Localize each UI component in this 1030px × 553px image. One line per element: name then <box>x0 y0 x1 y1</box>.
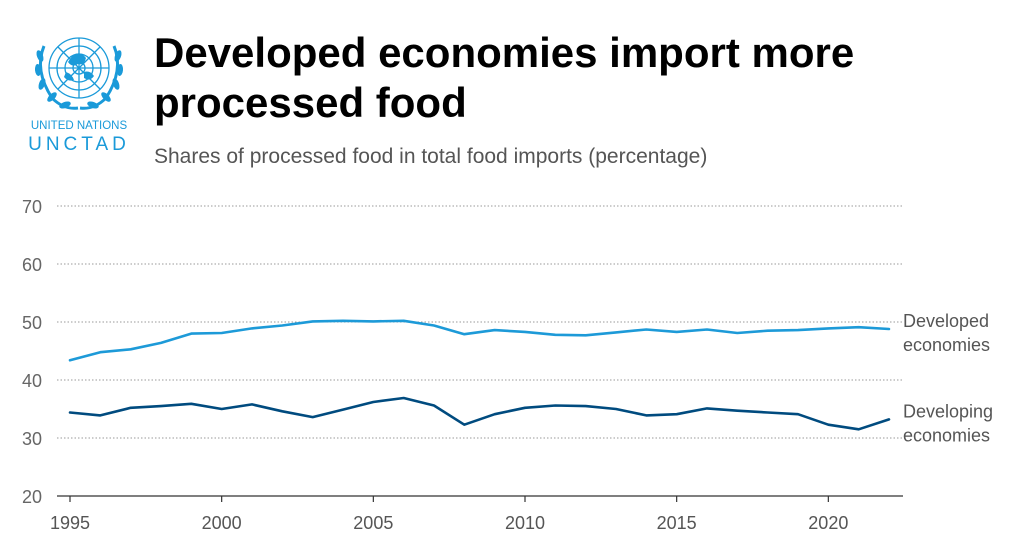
y-tick-label: 20 <box>22 487 42 507</box>
logo-org-name: UNITED NATIONS <box>30 120 128 132</box>
x-tick-label: 1995 <box>50 513 90 533</box>
series-line-developing <box>68 396 891 431</box>
y-tick-label: 60 <box>22 255 42 275</box>
x-tick-label: 2015 <box>657 513 697 533</box>
series-line-developed <box>68 319 891 362</box>
logo-unit-name: UNCTAD <box>28 134 130 155</box>
series-label-line: economies <box>903 335 990 355</box>
x-tick-label: 2000 <box>202 513 242 533</box>
chart-title: Developed economies import more processe… <box>154 29 855 126</box>
x-tick-label: 2020 <box>808 513 848 533</box>
y-tick-label: 50 <box>22 313 42 333</box>
chart-subtitle: Shares of processed food in total food i… <box>154 145 708 168</box>
series-label-developed: Developed economies <box>903 311 990 355</box>
series-label-developing: Developing economies <box>903 401 993 445</box>
series-label-line: Developing <box>903 401 993 421</box>
series-label-line: economies <box>903 425 990 445</box>
y-tick-label: 70 <box>22 197 42 217</box>
y-tick-label: 30 <box>22 429 42 449</box>
x-tick-label: 2005 <box>353 513 393 533</box>
un-emblem-icon <box>34 37 124 110</box>
x-tick-label: 2010 <box>505 513 545 533</box>
unctad-logo: UNITED NATIONS UNCTAD <box>22 22 136 156</box>
series-label-line: Developed <box>903 311 989 331</box>
y-tick-label: 40 <box>22 371 42 391</box>
